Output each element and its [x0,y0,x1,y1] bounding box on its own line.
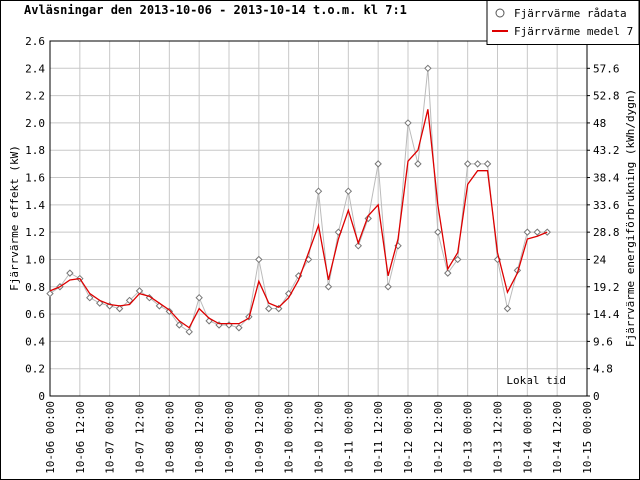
y2-tick-label: 4.8 [593,363,613,376]
data-point [275,304,283,313]
data-point [444,269,452,277]
data-point [344,187,353,195]
legend-label: Fjärrvärme rådata [514,7,627,20]
y2-tick-label: 52.8 [593,90,620,103]
y-tick-label: 0.4 [25,335,45,348]
x-tick-label: 10-07 12:00 [134,401,147,474]
x-tick-label: 10-07 00:00 [104,401,117,474]
y-tick-label: 2.2 [25,90,45,103]
y-tick-label: 0.2 [25,363,45,376]
x-tick-label: 10-14 00:00 [521,401,534,474]
data-point [463,160,472,168]
data-point [454,255,462,264]
data-point [324,283,333,291]
y-tick-label: 1.6 [25,172,45,185]
x-tick-label: 10-12 12:00 [432,401,445,474]
x-tick-label: 10-09 00:00 [223,401,236,474]
x-tick-label: 10-10 00:00 [283,401,296,474]
y2-tick-label: 0 [593,390,600,403]
y2-tick-label: 9.6 [593,335,613,348]
data-point [404,119,412,127]
x-tick-label: 10-15 00:00 [581,401,594,474]
data-point [523,228,532,236]
data-point [265,304,273,313]
x-tick-label: 10-08 12:00 [193,401,206,474]
x-tick-label: 10-06 00:00 [44,401,57,474]
y-tick-label: 2.4 [25,62,45,75]
y-tick-label: 1.0 [25,253,45,266]
y2-tick-label: 48 [593,117,606,130]
y2-axis-label: Fjärrvärme energiförbrukning (kWh/dygn) [624,89,637,347]
data-point [115,304,124,313]
data-point [255,255,263,264]
y2-tick-label: 28.8 [593,226,620,239]
y-tick-label: 1.2 [25,226,45,239]
legend-box [486,0,640,45]
data-point [86,293,94,302]
y-tick-label: 1.4 [25,199,45,212]
y-tick-label: 0.6 [25,308,45,321]
y2-tick-label: 38.4 [593,172,620,185]
x-tick-label: 10-13 00:00 [462,401,475,474]
y-tick-label: 0 [38,390,45,403]
data-point [374,160,382,168]
data-point [414,160,422,168]
data-point [483,160,492,168]
x-tick-label: 10-14 12:00 [551,401,564,474]
data-point [46,289,54,298]
annotation: Lokal tid [506,374,566,387]
data-point [66,269,74,277]
y2-tick-label: 33.6 [593,199,620,212]
data-point [533,228,541,236]
data-point [384,283,392,291]
x-tick-label: 10-10 12:00 [313,401,326,474]
y2-tick-label: 19.2 [593,281,620,294]
data-point [473,160,482,168]
data-point [185,328,193,336]
y-tick-label: 1.8 [25,144,45,157]
x-tick-label: 10-09 12:00 [253,401,266,474]
y2-tick-label: 24 [593,253,607,266]
y-tick-label: 2.0 [25,117,45,130]
data-point [165,307,174,316]
data-point [434,228,442,236]
x-tick-label: 10-12 00:00 [402,401,415,474]
y2-tick-label: 57.6 [593,62,620,75]
data-point [364,214,372,223]
y2-tick-label: 14.4 [593,308,620,321]
legend-label: Fjärrvärme medel 7 [514,25,633,38]
y-axis-label: Fjärrvärme effekt (kW) [8,145,21,291]
data-point [424,64,432,73]
plot-border [49,40,588,397]
data-point [314,187,323,195]
data-point [503,304,512,313]
legend-marker [495,8,505,18]
x-tick-label: 10-11 12:00 [372,401,385,474]
data-point [354,242,362,250]
x-tick-label: 10-13 12:00 [492,401,505,474]
chart-title: Avläsningar den 2013-10-06 - 2013-10-14 … [24,3,407,17]
data-point [195,293,203,302]
data-point [334,228,343,236]
y-tick-label: 0.8 [25,281,45,294]
x-tick-label: 10-08 00:00 [163,401,176,474]
x-tick-label: 10-06 12:00 [74,401,87,474]
data-point [145,293,154,302]
y2-tick-label: 43.2 [593,144,620,157]
data-point [235,324,243,332]
x-tick-label: 10-11 00:00 [342,401,355,474]
series-line [49,109,548,329]
data-point [125,296,134,305]
y-tick-label: 2.6 [25,35,45,48]
data-point [175,321,183,329]
